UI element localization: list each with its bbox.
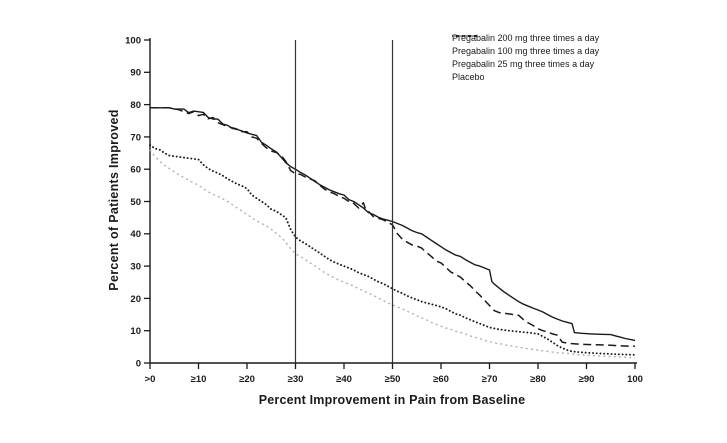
legend-label: Placebo xyxy=(452,72,485,82)
legend-label: Pregabalin 200 mg three times a day xyxy=(452,33,600,43)
y-tick-label: 50 xyxy=(130,197,141,208)
series-line-pregabalin-25-mg-three-times-a-day xyxy=(149,144,636,356)
x-tick-label: ≥80 xyxy=(530,374,546,385)
x-tick-label: ≥10 xyxy=(191,374,207,385)
legend-item: Pregabalin 25 mg three times a day xyxy=(452,34,599,71)
series-line-pregabalin-100-mg-three-times-a-day xyxy=(150,107,636,347)
y-tick-label: 40 xyxy=(130,229,141,240)
x-tick-label: ≥90 xyxy=(579,374,595,385)
legend: Pregabalin 200 mg three times a day Prega… xyxy=(452,32,599,84)
series-line-placebo xyxy=(149,149,636,359)
y-tick-label: 30 xyxy=(130,262,141,273)
y-tick-label: 0 xyxy=(136,358,141,369)
legend-label: Pregabalin 25 mg three times a day xyxy=(452,59,595,69)
y-tick-label: 60 xyxy=(130,165,141,176)
legend-line-sample-icon xyxy=(453,35,477,37)
x-tick-label: ≥40 xyxy=(336,374,352,385)
y-tick-label: 10 xyxy=(130,326,141,337)
y-axis-title: Percent of Patients Improved xyxy=(107,109,121,291)
legend-item: Pregabalin 100 mg three times a day xyxy=(452,35,600,58)
x-tick-label: ≥50 xyxy=(385,374,401,385)
x-tick-label: ≥60 xyxy=(433,374,449,385)
x-tick-label: >0 xyxy=(145,374,156,385)
x-tick-label: ≥30 xyxy=(288,374,304,385)
legend-label: Pregabalin 100 mg three times a day xyxy=(452,46,600,56)
series-line-pregabalin-200-mg-three-times-a-day xyxy=(150,107,636,342)
y-tick-label: 20 xyxy=(130,294,141,305)
y-tick-label: 100 xyxy=(125,35,141,46)
x-tick-label: 100 xyxy=(627,374,643,385)
y-tick-label: 80 xyxy=(130,100,141,111)
y-tick-label: 70 xyxy=(130,132,141,143)
x-axis-title: Percent Improvement in Pain from Baselin… xyxy=(258,393,526,407)
legend-item: Placebo xyxy=(452,35,599,84)
y-tick-label: 90 xyxy=(130,68,141,79)
x-tick-label: ≥20 xyxy=(239,374,255,385)
x-tick-label: ≥70 xyxy=(482,374,498,385)
